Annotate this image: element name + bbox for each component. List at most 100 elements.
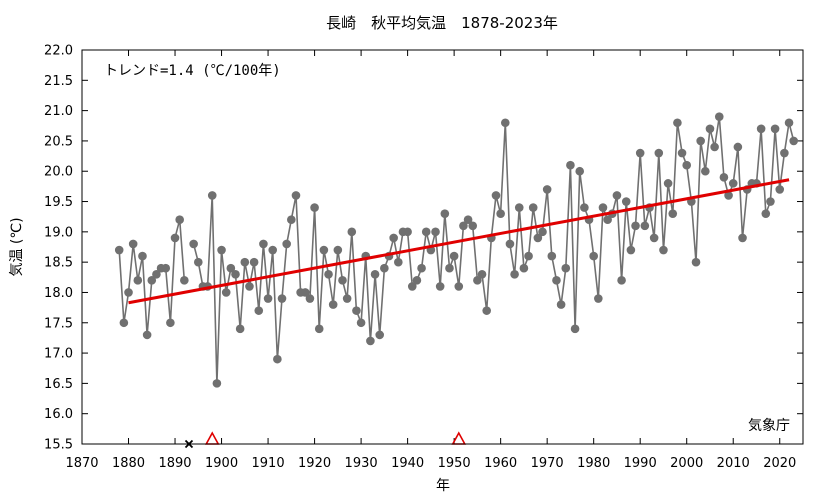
data-point bbox=[170, 233, 180, 243]
x-tick-label: 1920 bbox=[298, 456, 331, 471]
trend-line-group bbox=[128, 178, 790, 305]
data-point bbox=[635, 148, 645, 158]
y-tick-label: 18.5 bbox=[44, 256, 73, 271]
x-tick-label: 1900 bbox=[205, 456, 238, 471]
data-point bbox=[682, 160, 692, 170]
data-point bbox=[677, 148, 687, 158]
data-point bbox=[459, 221, 468, 231]
data-point bbox=[454, 282, 464, 291]
y-axis-title: 気温 (℃) bbox=[9, 217, 25, 276]
y-tick-label: 17.0 bbox=[44, 347, 73, 362]
data-point bbox=[249, 257, 259, 267]
chart-title: 長崎 秋平均気温 1878-2023年 bbox=[326, 14, 558, 32]
data-point bbox=[166, 318, 175, 328]
data-point bbox=[305, 294, 315, 303]
data-point bbox=[352, 306, 361, 315]
data-point bbox=[728, 179, 738, 188]
data-point bbox=[668, 209, 678, 218]
y-tick-label: 18.0 bbox=[44, 286, 73, 301]
data-point bbox=[133, 276, 143, 285]
data-point bbox=[738, 233, 747, 243]
data-point bbox=[193, 257, 203, 267]
data-point bbox=[473, 276, 482, 285]
data-point bbox=[245, 282, 254, 291]
data-point bbox=[491, 191, 501, 200]
x-tick-label: 2000 bbox=[670, 456, 703, 471]
data-point bbox=[701, 166, 710, 176]
data-point bbox=[719, 172, 729, 182]
x-tick-label: 1990 bbox=[624, 456, 657, 471]
data-point bbox=[212, 379, 222, 388]
x-axis: 1870 1880 1890 1900 1910 1920 1930 1940 1950 1960… bbox=[65, 50, 796, 471]
data-point bbox=[789, 136, 798, 146]
data-point bbox=[287, 215, 296, 225]
data-point bbox=[770, 124, 780, 134]
data-point bbox=[524, 251, 533, 261]
data-point bbox=[477, 269, 487, 279]
y-tick-label: 20.5 bbox=[44, 134, 73, 149]
data-point bbox=[138, 251, 147, 261]
data-point bbox=[556, 300, 566, 309]
data-point bbox=[324, 269, 333, 279]
data-point bbox=[259, 239, 268, 249]
data-point bbox=[505, 239, 515, 249]
data-point bbox=[538, 227, 547, 237]
data-point bbox=[221, 288, 231, 297]
data-point bbox=[273, 354, 282, 364]
data-point bbox=[240, 257, 250, 267]
data-point bbox=[282, 239, 291, 249]
x-tick-label: 2010 bbox=[717, 456, 750, 471]
y-tick-label: 22.0 bbox=[44, 44, 73, 59]
x-tick-label: 1950 bbox=[438, 456, 471, 471]
trend-annotation: トレンド=1.4 (℃/100年) bbox=[104, 63, 281, 79]
data-point bbox=[673, 118, 682, 128]
data-point bbox=[380, 263, 389, 273]
data-point bbox=[291, 191, 301, 200]
x-tick-label: 1910 bbox=[252, 456, 285, 471]
plot-frame bbox=[81, 49, 804, 445]
data-point bbox=[389, 233, 398, 243]
data-point bbox=[766, 197, 775, 206]
data-point bbox=[566, 160, 575, 170]
data-point bbox=[784, 118, 794, 128]
data-point bbox=[217, 245, 226, 255]
missing-data-markers bbox=[184, 431, 467, 449]
x-tick-label: 1870 bbox=[65, 456, 98, 471]
data-point bbox=[691, 257, 701, 267]
data-point bbox=[631, 221, 640, 231]
data-point bbox=[561, 263, 571, 273]
data-point bbox=[431, 227, 440, 237]
data-point bbox=[180, 276, 189, 285]
series-line bbox=[192, 116, 795, 384]
data-point bbox=[147, 276, 157, 285]
data-point bbox=[603, 215, 612, 225]
data-point bbox=[547, 251, 557, 261]
data-point bbox=[263, 294, 273, 303]
data-point bbox=[421, 227, 431, 237]
data-point bbox=[617, 276, 626, 285]
x-tick-label: 2020 bbox=[763, 456, 796, 471]
data-point bbox=[612, 191, 622, 200]
data-point bbox=[519, 263, 529, 273]
data-point bbox=[370, 269, 380, 279]
data-point bbox=[663, 179, 673, 188]
data-point bbox=[780, 148, 789, 158]
data-point bbox=[300, 288, 310, 297]
data-point bbox=[724, 191, 733, 200]
data-point bbox=[449, 251, 459, 261]
data-point bbox=[714, 112, 724, 121]
data-point bbox=[128, 239, 138, 249]
data-point bbox=[152, 269, 161, 279]
y-tick-label: 16.0 bbox=[44, 407, 73, 422]
data-point bbox=[407, 282, 417, 291]
data-point bbox=[394, 257, 403, 267]
data-point bbox=[338, 276, 347, 285]
trend-line bbox=[128, 178, 790, 305]
y-tick-label: 16.5 bbox=[44, 377, 73, 392]
data-point bbox=[570, 324, 580, 334]
data-point bbox=[542, 185, 552, 194]
data-point bbox=[403, 227, 412, 237]
y-tick-label: 17.5 bbox=[44, 316, 73, 331]
data-point bbox=[319, 245, 329, 255]
